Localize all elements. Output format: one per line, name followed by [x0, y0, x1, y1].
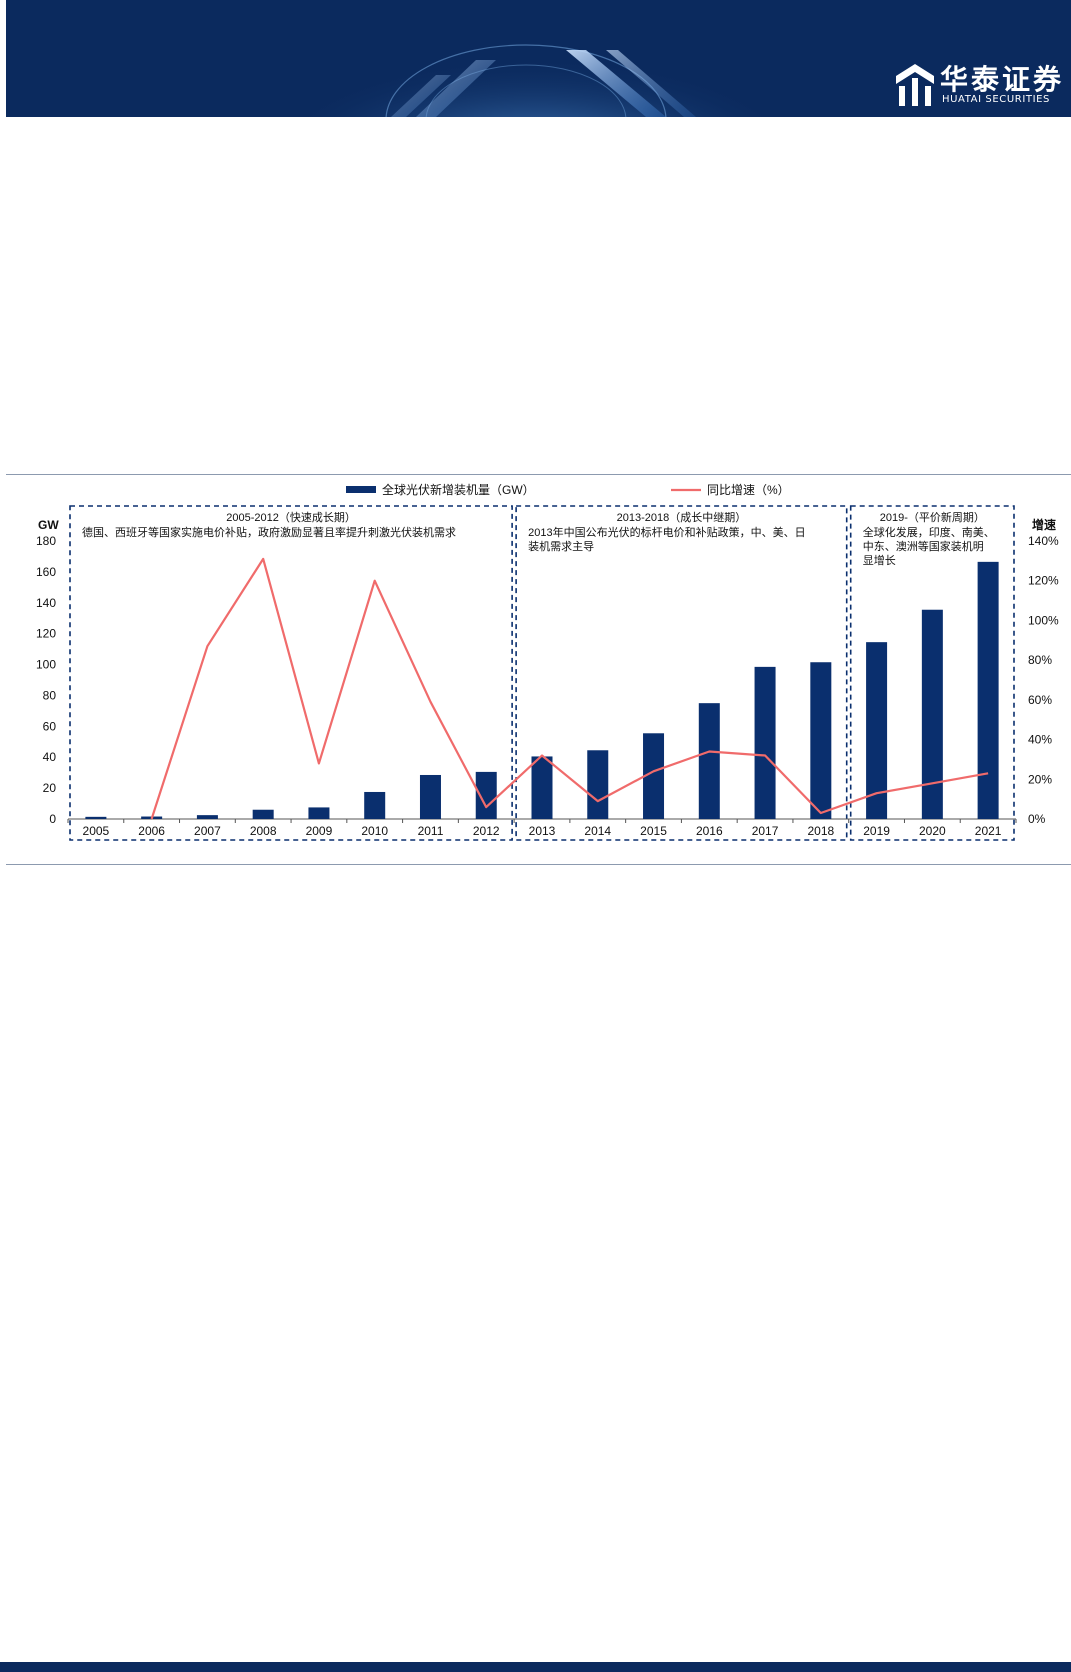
bar-2007	[196, 815, 218, 819]
header-globe-graphic	[306, 20, 766, 117]
huatai-logo-icon	[896, 64, 934, 106]
bar-2009	[308, 807, 330, 819]
left-tick-label: 80	[43, 688, 57, 702]
bar-2015	[643, 733, 665, 819]
bar-2008	[252, 809, 274, 819]
right-tick-label: 0%	[1028, 812, 1046, 826]
right-tick-label: 100%	[1028, 613, 1059, 627]
bar-2016	[698, 703, 720, 819]
bar-2019	[866, 642, 888, 819]
bar-2010	[364, 791, 386, 819]
x-tick-label: 2005	[83, 824, 110, 838]
brand-name-en: HUATAI SECURITIES	[942, 94, 1050, 105]
left-tick-label: 40	[43, 750, 57, 764]
period-title-2: 2013-2018（成长中继期）	[617, 511, 747, 524]
bar-2018	[810, 662, 832, 819]
x-tick-label: 2016	[696, 824, 723, 838]
x-tick-label: 2015	[640, 824, 667, 838]
left-tick-label: 160	[36, 565, 56, 579]
x-tick-label: 2021	[975, 824, 1002, 838]
x-tick-label: 2018	[807, 824, 834, 838]
left-tick-label: 20	[43, 781, 57, 795]
period-title-1: 2005-2012（快速成长期）	[226, 511, 356, 524]
legend-bar-label: 全球光伏新增装机量（GW）	[382, 482, 535, 497]
period-desc-3-3: 显增长	[863, 553, 896, 567]
period-box-1	[69, 505, 513, 841]
period-box-2	[515, 505, 848, 841]
right-axis-label: 增速	[1032, 517, 1056, 532]
brand-logo-block: 华泰证券 HUATAI SECURITIES	[896, 62, 1061, 108]
x-tick-label: 2011	[418, 824, 444, 838]
x-tick-label: 2020	[919, 824, 946, 838]
x-tick-label: 2017	[752, 824, 779, 838]
right-tick-label: 60%	[1028, 693, 1052, 707]
header-banner: 华泰证券 HUATAI SECURITIES	[6, 0, 1071, 117]
right-tick-label: 120%	[1028, 574, 1059, 588]
x-tick-label: 2006	[138, 824, 165, 838]
left-tick-label: 60	[43, 719, 57, 733]
right-tick-label: 40%	[1028, 733, 1052, 747]
x-tick-label: 2012	[473, 824, 500, 838]
left-tick-label: 0	[49, 812, 56, 826]
x-tick-label: 2013	[529, 824, 556, 838]
bar-2005	[85, 816, 107, 819]
bar-2012	[475, 771, 497, 819]
chart-top-rule	[6, 474, 1071, 475]
footer-bar	[0, 1662, 1071, 1672]
x-tick-label: 2009	[306, 824, 333, 838]
x-tick-label: 2014	[584, 824, 611, 838]
bar-2020	[921, 609, 943, 819]
period-desc-2-1: 2013年中国公布光伏的标杆电价和补贴政策，中、美、日	[528, 525, 805, 539]
legend-line-label: 同比增速（%）	[707, 483, 790, 497]
left-tick-label: 120	[36, 627, 56, 641]
chart-bottom-rule	[6, 864, 1071, 865]
x-tick-label: 2008	[250, 824, 277, 838]
period-desc-3-2: 中东、澳洲等国家装机明	[863, 539, 984, 553]
right-tick-label: 20%	[1028, 772, 1052, 786]
bar-2021	[977, 561, 999, 819]
legend-bar-swatch	[346, 486, 376, 493]
brand-name-cn: 华泰证券	[940, 63, 1065, 96]
x-tick-label: 2019	[863, 824, 890, 838]
period-box-3	[849, 505, 1015, 841]
period-desc-3-1: 全球化发展，印度、南美、	[863, 525, 995, 539]
left-tick-label: 140	[36, 596, 56, 610]
growth-line	[150, 557, 989, 820]
bar-2014	[587, 750, 609, 819]
pv-installation-chart: 全球光伏新增装机量（GW） 同比增速（%） 2005-2012（快速成长期）德国、西…	[36, 482, 1059, 841]
period-desc-2-2: 装机需求主导	[528, 539, 594, 553]
left-tick-label: 100	[36, 658, 56, 672]
bar-2011	[419, 774, 441, 819]
right-tick-label: 140%	[1028, 534, 1059, 548]
period-desc-1-1: 德国、西班牙等国家实施电价补贴，政府激励显著且率提升刺激光伏装机需求	[82, 525, 456, 539]
bar-2017	[754, 666, 776, 819]
left-tick-label: 180	[36, 534, 56, 548]
x-tick-label: 2010	[361, 824, 388, 838]
period-title-3: 2019-（平价新周期）	[880, 510, 985, 524]
x-tick-label: 2007	[194, 824, 221, 838]
left-axis-label: GW	[38, 518, 59, 532]
right-tick-label: 80%	[1028, 653, 1052, 667]
bar-2013	[531, 756, 553, 819]
